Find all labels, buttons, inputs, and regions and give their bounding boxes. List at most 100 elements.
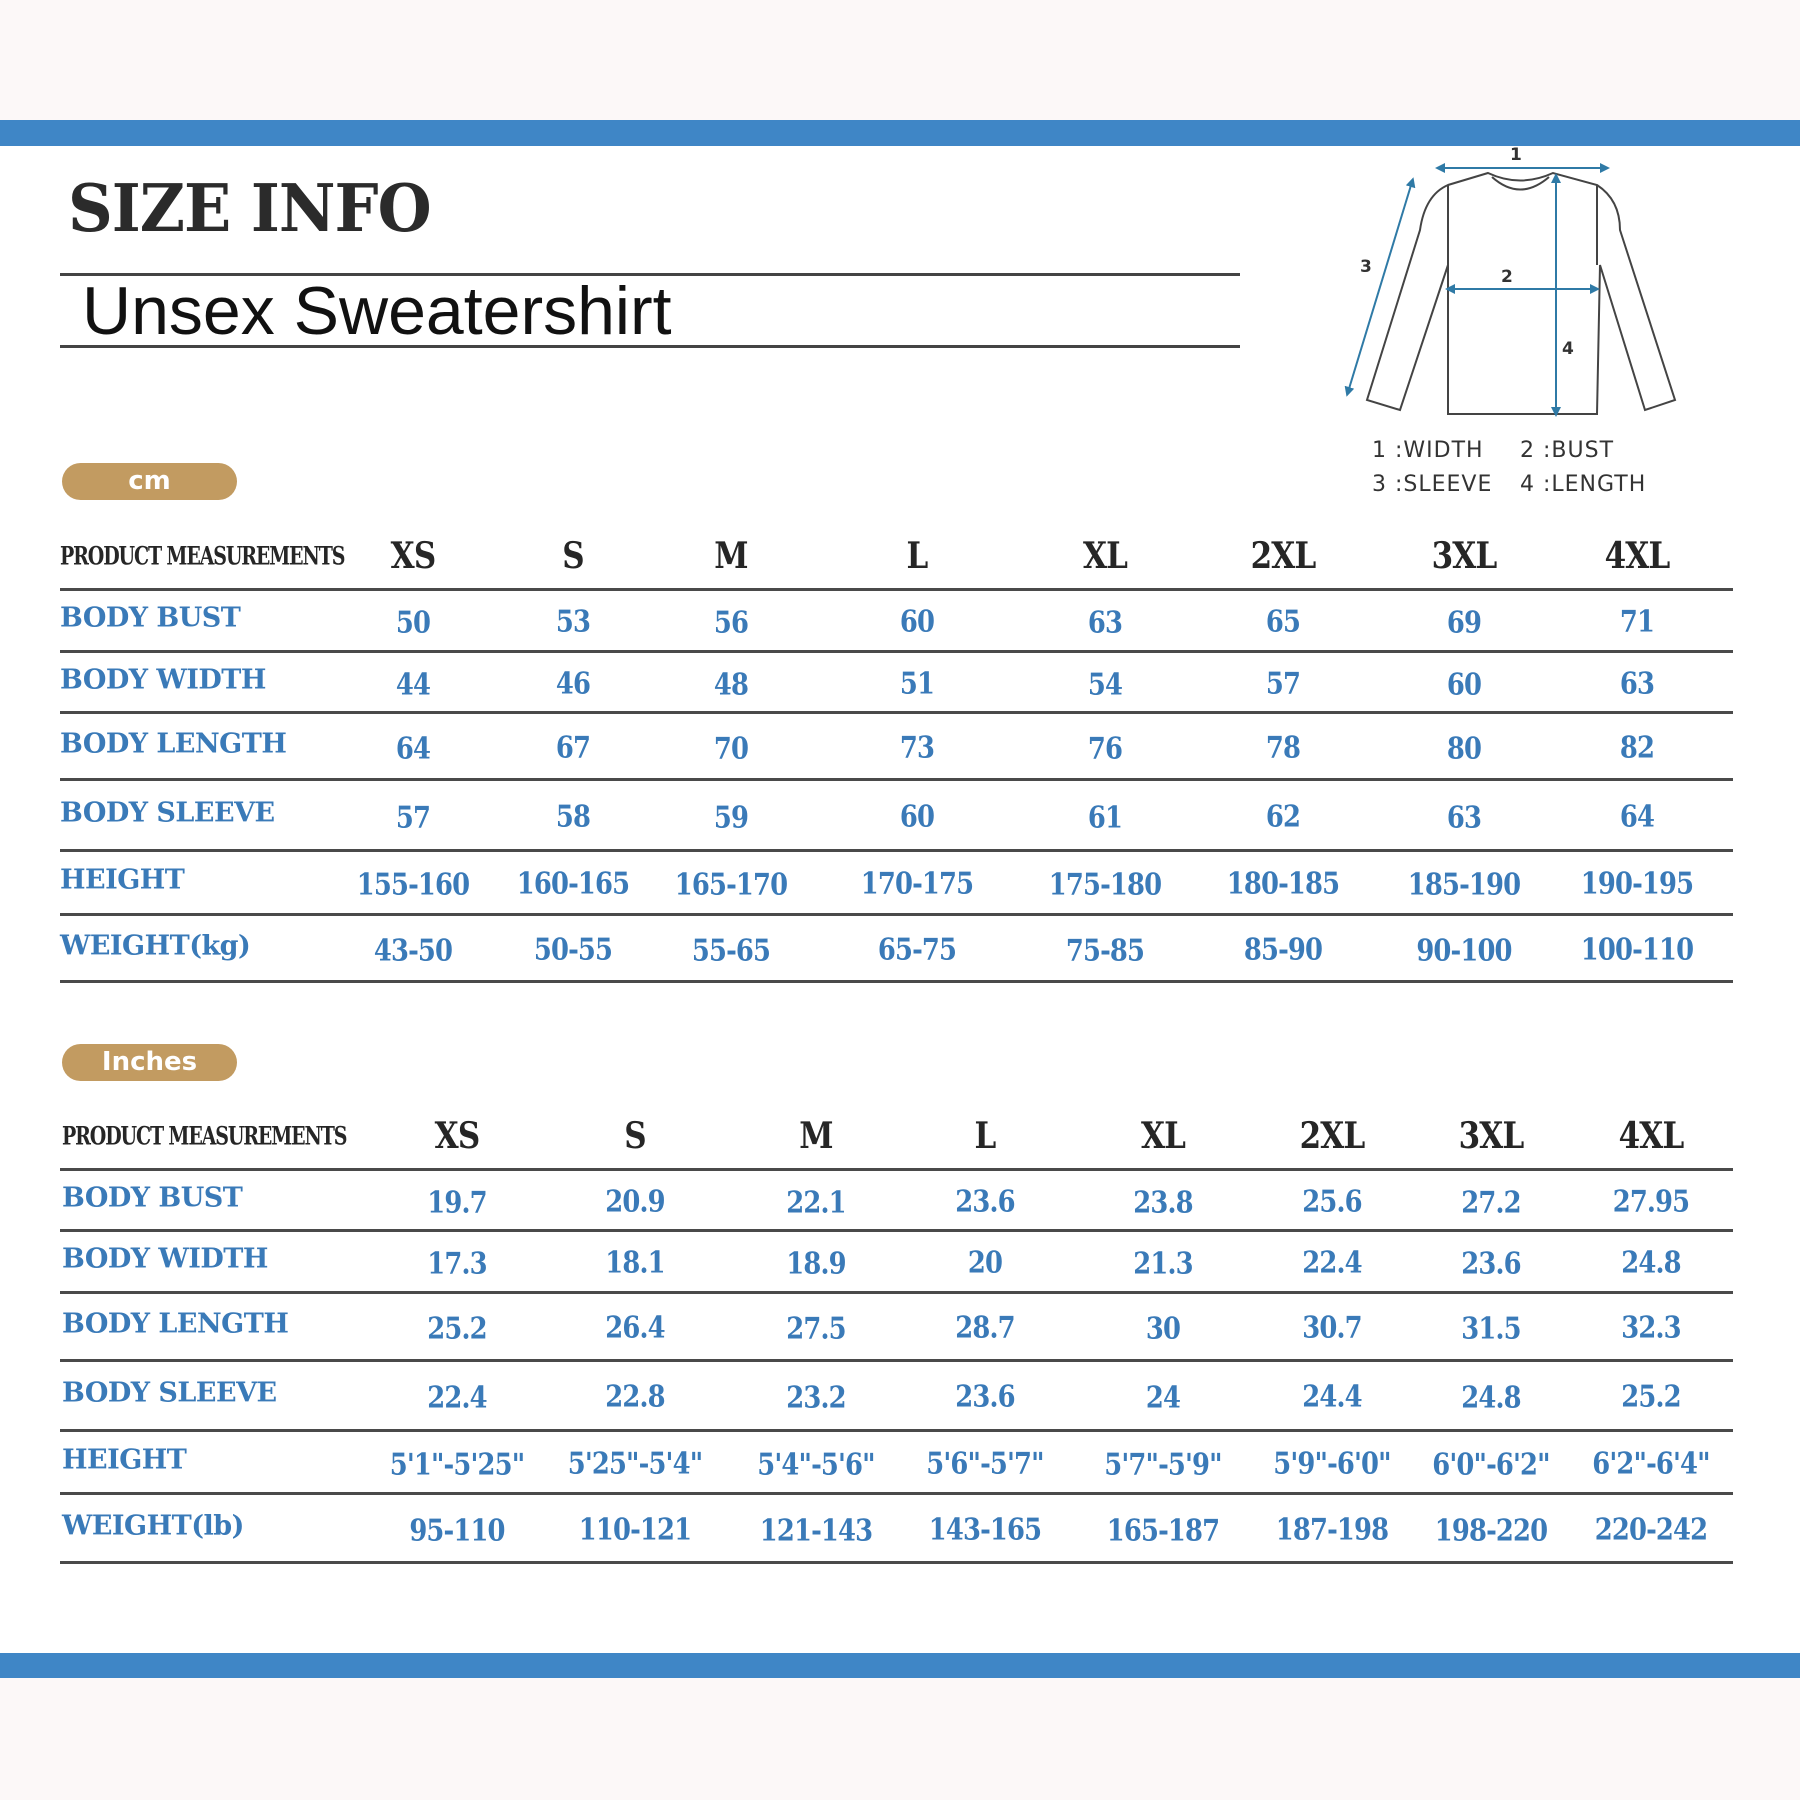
table-cell: 59 bbox=[713, 800, 749, 835]
table-cell: 23.6 bbox=[955, 1184, 1015, 1219]
divider bbox=[60, 345, 1240, 348]
row-label: WEIGHT(kg) bbox=[60, 930, 251, 961]
page-background bbox=[0, 145, 1800, 1653]
table-cell: 20 bbox=[967, 1245, 1003, 1281]
table-cell: 73 bbox=[899, 730, 935, 765]
table-cell: 100-110 bbox=[1580, 932, 1694, 967]
row-divider bbox=[60, 650, 1733, 653]
table-cell: 24.8 bbox=[1461, 1380, 1521, 1416]
size-header-s: S bbox=[562, 535, 584, 577]
table-cell: 175-180 bbox=[1048, 867, 1162, 903]
page-title: SIZE INFO bbox=[68, 170, 432, 247]
row-label: BODY WIDTH bbox=[62, 1243, 268, 1275]
row-divider bbox=[60, 980, 1733, 983]
table-cell: 50 bbox=[395, 605, 431, 641]
table-cell: 26.4 bbox=[605, 1310, 665, 1346]
table-cell: 27.5 bbox=[786, 1311, 846, 1347]
table-cell: 56 bbox=[713, 605, 749, 641]
table-cell: 5'4"-5'6" bbox=[757, 1447, 875, 1482]
table-cell: 18.9 bbox=[786, 1246, 846, 1282]
row-label: HEIGHT bbox=[62, 1444, 187, 1475]
size-header-3xl: 3XL bbox=[1458, 1115, 1525, 1157]
table-cell: 143-165 bbox=[928, 1512, 1042, 1547]
table-cell: 160-165 bbox=[516, 866, 630, 902]
size-header-m: M bbox=[714, 535, 748, 577]
table-cell: 95-110 bbox=[409, 1513, 505, 1548]
table-cell: 121-143 bbox=[759, 1513, 873, 1548]
table-cell: 19.7 bbox=[427, 1185, 487, 1220]
unit-badge-inches: Inches bbox=[62, 1044, 237, 1081]
size-header-3xl: 3XL bbox=[1431, 535, 1498, 577]
legend-length: 4 :LENGTH bbox=[1520, 472, 1647, 497]
table-cell: 76 bbox=[1087, 731, 1123, 766]
table-cell: 63 bbox=[1446, 800, 1482, 835]
table-cell: 69 bbox=[1446, 605, 1482, 641]
table-cell: 24.4 bbox=[1302, 1379, 1362, 1415]
size-header-xl: XL bbox=[1140, 1115, 1186, 1157]
size-header-l: L bbox=[974, 1115, 997, 1157]
table-cell: 6'2"-6'4" bbox=[1592, 1446, 1710, 1481]
row-label: WEIGHT(lb) bbox=[62, 1510, 244, 1541]
table-cell: 27.2 bbox=[1461, 1185, 1521, 1220]
table-cell: 5'6"-5'7" bbox=[926, 1446, 1044, 1481]
row-divider bbox=[60, 1291, 1733, 1294]
size-header-m: M bbox=[799, 1115, 833, 1157]
mark-1: 1 bbox=[1510, 145, 1522, 165]
size-header-xs: XS bbox=[390, 535, 437, 577]
row-divider bbox=[60, 1561, 1733, 1564]
size-header-2xl: 2XL bbox=[1250, 535, 1317, 577]
table-cell: 24.8 bbox=[1621, 1245, 1681, 1281]
unit-badge-cm: cm bbox=[62, 463, 237, 500]
table-cell: 220-242 bbox=[1594, 1512, 1708, 1547]
table-cell: 71 bbox=[1619, 604, 1655, 640]
sweatshirt-diagram-icon: 1 2 3 4 bbox=[1344, 145, 1677, 417]
table-cell: 190-195 bbox=[1580, 866, 1694, 902]
size-header-xl: XL bbox=[1082, 535, 1128, 577]
table-cell: 50-55 bbox=[533, 932, 613, 967]
row-divider bbox=[60, 913, 1733, 916]
table-cell: 62 bbox=[1265, 799, 1301, 834]
table-cell: 48 bbox=[713, 667, 749, 702]
size-header-4xl: 4XL bbox=[1618, 1115, 1685, 1157]
table-cell: 61 bbox=[1087, 800, 1123, 835]
table-cell: 85-90 bbox=[1243, 932, 1323, 967]
header-label: PRODUCT MEASUREMENTS bbox=[62, 1121, 347, 1151]
table-cell: 5'9"-6'0" bbox=[1273, 1446, 1391, 1481]
table-cell: 65 bbox=[1265, 604, 1301, 640]
row-label: BODY WIDTH bbox=[60, 664, 266, 695]
table-cell: 22.8 bbox=[605, 1379, 665, 1415]
table-cell: 64 bbox=[1619, 799, 1655, 834]
table-cell: 22.1 bbox=[786, 1185, 846, 1220]
mark-2: 2 bbox=[1501, 267, 1513, 287]
table-cell: 170-175 bbox=[860, 866, 974, 902]
mark-3: 3 bbox=[1360, 257, 1372, 277]
table-cell: 23.6 bbox=[955, 1379, 1015, 1415]
row-label: BODY SLEEVE bbox=[62, 1377, 277, 1409]
row-divider bbox=[60, 1359, 1733, 1362]
size-header-l: L bbox=[906, 535, 929, 577]
row-divider bbox=[60, 778, 1733, 781]
table-cell: 32.3 bbox=[1621, 1310, 1681, 1346]
size-header-4xl: 4XL bbox=[1604, 535, 1671, 577]
size-header-s: S bbox=[624, 1115, 646, 1157]
table-cell: 57 bbox=[395, 800, 431, 835]
table-cell: 64 bbox=[395, 731, 431, 766]
table-cell: 60 bbox=[899, 799, 935, 834]
table-cell: 78 bbox=[1265, 730, 1301, 765]
table-cell: 90-100 bbox=[1416, 933, 1512, 968]
table-cell: 22.4 bbox=[427, 1380, 487, 1416]
table-cell: 53 bbox=[555, 604, 591, 640]
legend-bust: 2 :BUST bbox=[1520, 438, 1615, 463]
table-cell: 185-190 bbox=[1407, 867, 1521, 903]
table-cell: 67 bbox=[555, 730, 591, 765]
table-cell: 22.4 bbox=[1302, 1245, 1362, 1281]
row-label: BODY BUST bbox=[62, 1182, 243, 1213]
table-cell: 155-160 bbox=[356, 867, 470, 903]
size-header-2xl: 2XL bbox=[1299, 1115, 1366, 1157]
table-cell: 25.6 bbox=[1302, 1184, 1362, 1219]
table-cell: 180-185 bbox=[1226, 866, 1340, 902]
table-cell: 165-170 bbox=[674, 867, 788, 903]
bottom-accent-bar bbox=[0, 1653, 1800, 1678]
row-divider bbox=[60, 711, 1733, 714]
table-cell: 165-187 bbox=[1106, 1513, 1220, 1548]
